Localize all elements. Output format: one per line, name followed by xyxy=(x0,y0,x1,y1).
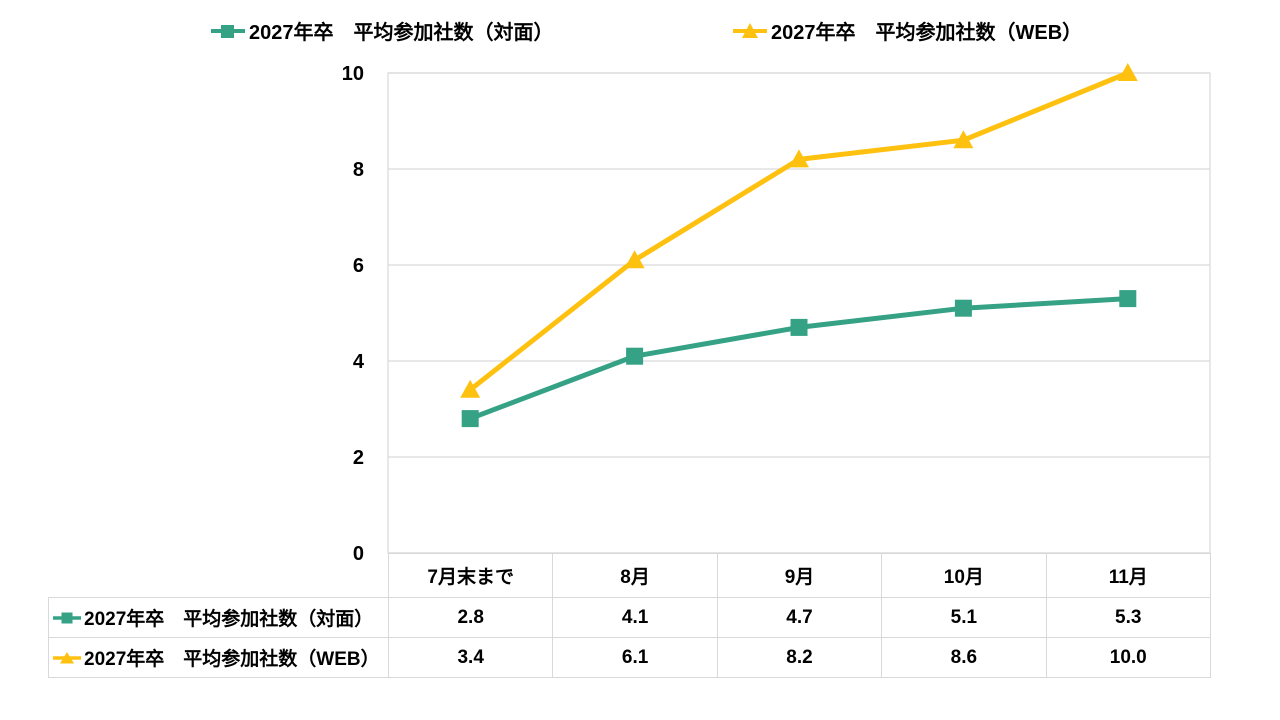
table-value-cell: 2.8 xyxy=(387,597,554,638)
series-line-1 xyxy=(467,70,1131,393)
table-value-cell: 6.1 xyxy=(552,637,718,678)
table-row-label: 2027年卒 平均参加社数（WEB） xyxy=(48,637,389,678)
table-header-cell: 8月 xyxy=(552,553,718,598)
legend-key-taimen-icon xyxy=(211,24,245,38)
y-axis-tick-label: 10 xyxy=(342,63,364,85)
data-point-marker xyxy=(954,299,972,317)
table-header-cell: 10月 xyxy=(881,553,1047,598)
table-value-cell: 4.1 xyxy=(552,597,718,638)
legend-item-web: 2027年卒 平均参加社数（WEB） xyxy=(732,16,1082,45)
table-row-label-text: 2027年卒 平均参加社数（対面） xyxy=(84,609,374,630)
legend-label-taimen: 2027年卒 平均参加社数（対面） xyxy=(249,22,554,44)
y-axis-tick-label: 4 xyxy=(353,351,365,373)
table-value-cell: 10.0 xyxy=(1045,637,1211,678)
data-point-marker xyxy=(460,379,481,398)
data-point-marker xyxy=(789,149,809,168)
y-axis-tick-label: 8 xyxy=(353,159,364,181)
table-value-cell: 5.3 xyxy=(1045,597,1211,638)
legend-key-web-icon xyxy=(733,22,767,38)
table-header-cell: 7月末まで xyxy=(387,553,554,598)
table-row-label: 2027年卒 平均参加社数（対面） xyxy=(48,597,389,638)
data-point-marker xyxy=(1117,63,1138,81)
table-value-cell: 8.2 xyxy=(716,637,883,678)
data-point-marker xyxy=(790,318,808,336)
y-axis-tick-label: 2 xyxy=(353,447,364,469)
plot-border xyxy=(387,72,1211,554)
legend-label-web: 2027年卒 平均参加社数（WEB） xyxy=(771,22,1083,44)
row-key-web-icon xyxy=(53,651,81,663)
table-header-cell: 11月 xyxy=(1045,553,1211,598)
data-point-marker xyxy=(1119,290,1137,308)
data-point-marker xyxy=(626,347,644,365)
data-table: 7月末まで 8月 9月 10月 11月 2027年卒 平均参加社数（対面） 2.8 4.1 4.… xyxy=(48,553,1211,678)
y-axis-tick-label: 6 xyxy=(353,255,364,277)
table-value-cell: 3.4 xyxy=(387,637,554,678)
data-point-marker xyxy=(461,410,479,428)
table-value-cell: 5.1 xyxy=(881,597,1047,638)
row-key-taimen-icon xyxy=(53,612,81,623)
table-value-cell: 4.7 xyxy=(716,597,883,638)
series-line-0 xyxy=(467,296,1131,422)
table-value-cell: 8.6 xyxy=(881,637,1047,678)
data-point-marker xyxy=(953,130,974,149)
table-header-cell: 9月 xyxy=(716,553,883,598)
table-corner-cell xyxy=(49,554,389,598)
table-row-label-text: 2027年卒 平均参加社数（WEB） xyxy=(84,649,380,670)
data-point-marker xyxy=(624,250,645,269)
legend-item-taimen: 2027年卒 平均参加社数（対面） xyxy=(210,16,554,45)
